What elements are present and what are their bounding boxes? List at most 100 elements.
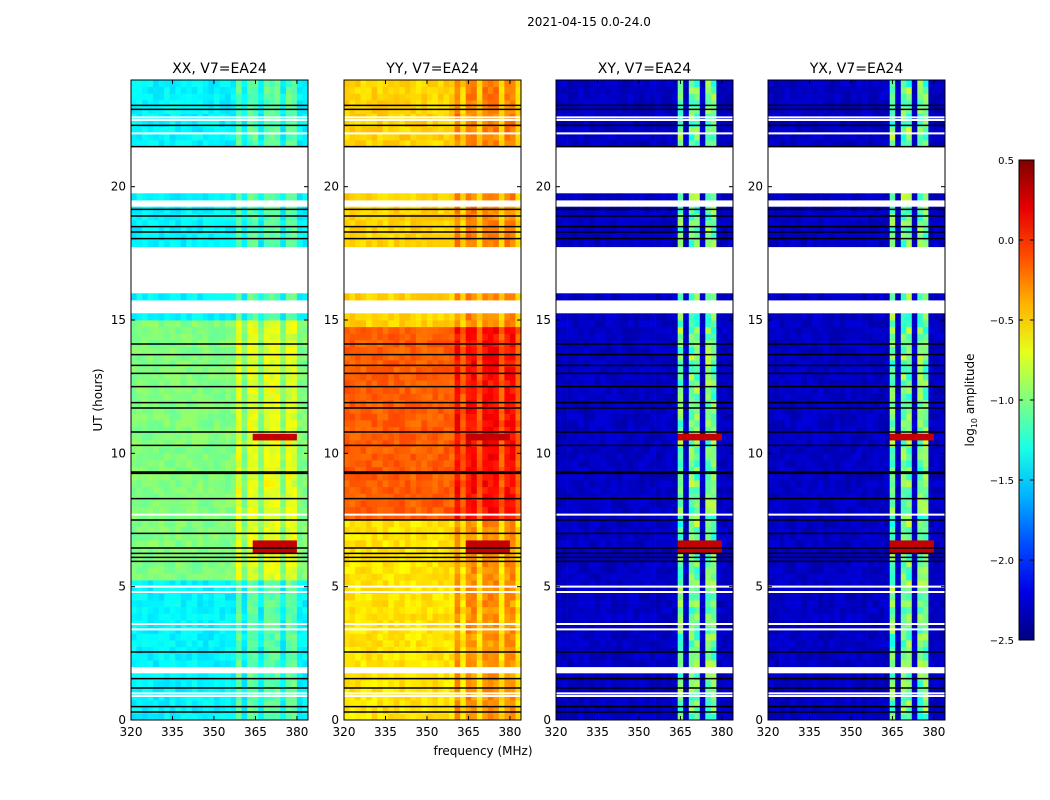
heatmap-cell xyxy=(147,126,154,134)
heatmap-cell xyxy=(471,293,478,301)
heatmap-cell xyxy=(164,393,171,401)
heatmap-cell xyxy=(509,633,516,641)
heatmap-cell xyxy=(225,526,231,534)
heatmap-cell xyxy=(241,686,248,694)
heatmap-cell xyxy=(219,593,226,601)
heatmap-cell xyxy=(202,560,209,568)
heatmap-cell xyxy=(388,353,395,361)
heatmap-cell xyxy=(291,486,298,494)
heatmap-cell xyxy=(269,106,276,114)
heatmap-cell xyxy=(296,653,303,661)
heatmap-cell xyxy=(482,500,489,508)
heatmap-cell xyxy=(296,326,303,334)
heatmap-cell xyxy=(454,360,461,368)
heatmap-cell xyxy=(252,120,259,128)
heatmap-cell xyxy=(415,320,422,328)
heatmap-cell xyxy=(214,640,220,648)
heatmap-cell xyxy=(136,206,143,214)
heatmap-cell xyxy=(360,613,367,621)
heatmap-cell xyxy=(509,373,516,381)
heatmap-cell xyxy=(460,640,467,648)
heatmap-cell xyxy=(415,480,422,488)
heatmap-cell xyxy=(291,606,298,614)
heatmap-cell xyxy=(410,126,417,134)
heatmap-cell xyxy=(247,426,254,434)
heatmap-cell xyxy=(438,640,444,648)
heatmap-cell xyxy=(263,533,270,541)
heatmap-cell xyxy=(302,140,309,148)
heatmap-cell xyxy=(142,233,148,241)
heatmap-cell xyxy=(421,380,428,388)
heatmap-cell xyxy=(263,473,270,481)
heatmap-cell xyxy=(504,426,511,434)
heatmap-cell xyxy=(219,420,226,428)
heatmap-cell xyxy=(175,233,182,241)
heatmap-cell xyxy=(449,326,455,334)
heatmap-cell xyxy=(366,353,372,361)
heatmap-cell xyxy=(131,586,137,594)
heatmap-cell xyxy=(225,613,231,621)
heatmap-cell xyxy=(449,593,455,601)
heatmap-cell xyxy=(377,493,384,501)
heatmap-cell xyxy=(142,440,148,448)
heatmap-cell xyxy=(393,606,400,614)
heatmap-cell xyxy=(236,226,242,234)
heatmap-cell xyxy=(504,673,511,681)
heatmap-cell xyxy=(438,700,444,708)
heatmap-cell xyxy=(377,513,384,521)
heatmap-cell xyxy=(415,713,422,721)
heatmap-cell xyxy=(214,220,220,228)
heatmap-cell xyxy=(285,673,292,681)
heatmap-cell xyxy=(175,573,182,581)
heatmap-cell xyxy=(438,546,444,554)
heatmap-cell xyxy=(454,613,461,621)
heatmap-cell xyxy=(258,386,265,394)
heatmap-cell xyxy=(366,673,372,681)
heatmap-cell xyxy=(460,606,467,614)
heatmap-cell xyxy=(236,353,242,361)
heatmap-cell xyxy=(164,546,171,554)
heatmap-cell xyxy=(208,126,215,134)
heatmap-cell xyxy=(269,526,276,534)
heatmap-cell xyxy=(236,700,242,708)
heatmap-cell xyxy=(509,393,516,401)
heatmap-cell xyxy=(454,566,461,574)
heatmap-cell xyxy=(158,126,165,134)
heatmap-cell xyxy=(191,213,198,221)
heatmap-cell xyxy=(454,506,461,514)
heatmap-cell xyxy=(131,346,137,354)
heatmap-cell xyxy=(175,240,182,248)
heatmap-cell xyxy=(285,420,292,428)
heatmap-cell xyxy=(498,586,505,594)
heatmap-cell xyxy=(355,293,361,301)
heatmap-cell xyxy=(476,400,483,408)
heatmap-cell xyxy=(377,453,384,461)
heatmap-cell xyxy=(399,320,406,328)
heatmap-cell xyxy=(393,333,400,341)
heatmap-cell xyxy=(169,573,176,581)
heatmap-cell xyxy=(404,686,411,694)
heatmap-cell xyxy=(404,106,411,114)
heatmap-cell xyxy=(280,233,287,241)
heatmap-cell xyxy=(291,600,298,608)
heatmap-cell xyxy=(443,520,450,528)
heatmap-cell xyxy=(230,646,237,654)
heatmap-cell xyxy=(225,126,231,134)
heatmap-cell xyxy=(214,380,220,388)
heatmap-cell xyxy=(377,560,384,568)
heatmap-cell xyxy=(515,673,522,681)
heatmap-cell xyxy=(285,653,292,661)
heatmap-cell xyxy=(355,580,361,588)
heatmap-cell xyxy=(476,673,483,681)
heatmap-cell xyxy=(371,360,378,368)
heatmap-cell xyxy=(169,593,176,601)
heatmap-cell xyxy=(142,433,148,441)
heatmap-cell xyxy=(202,493,209,501)
heatmap-cell xyxy=(366,393,372,401)
heatmap-cell xyxy=(404,513,411,521)
heatmap-cell xyxy=(136,520,143,528)
heatmap-cell xyxy=(344,233,350,241)
heatmap-cell xyxy=(236,540,242,548)
heatmap-cell xyxy=(366,533,372,541)
heatmap-cell xyxy=(449,480,455,488)
